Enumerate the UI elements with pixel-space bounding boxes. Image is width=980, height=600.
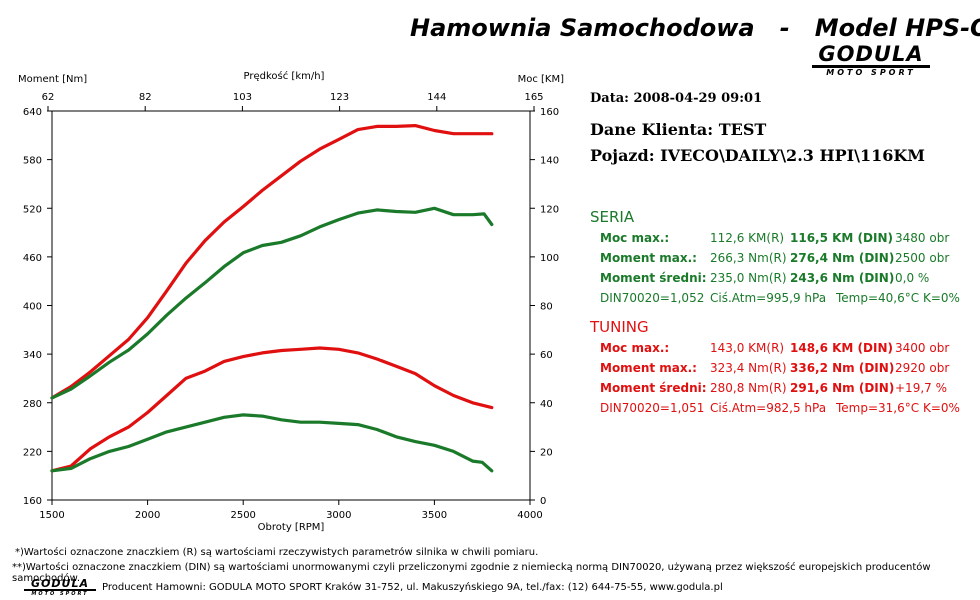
- y-right-tick-label: 140: [540, 156, 559, 167]
- tuning-torque-r: 323,4 Nm(R): [710, 361, 787, 375]
- footnote-din: **)Wartości oznaczone znaczkiem (DIN) są…: [12, 562, 931, 584]
- vehicle-name: Pojazd: IVECO\DAILY\2.3 HPI\116KM: [590, 146, 925, 165]
- y-left-tick-label: 460: [23, 253, 42, 264]
- seria-power-din: 116,5 KM (DIN): [790, 231, 893, 245]
- tuning-title: TUNING: [590, 318, 649, 336]
- seria-title: SERIA: [590, 208, 635, 226]
- x-tick-label: 4000: [517, 510, 542, 521]
- seria-power-label: Moc max.:: [600, 231, 670, 245]
- y-left-tick-label: 640: [23, 107, 42, 118]
- top-tick-label: 103: [233, 92, 252, 103]
- y-right-tick-label: 160: [540, 107, 559, 118]
- logo-sub: MOTO SPORT: [826, 68, 916, 77]
- tuning-torque-din: 336,2 Nm (DIN): [790, 361, 895, 375]
- godula-logo: GODULA MOTO SPORT: [812, 44, 930, 78]
- top-tick-label: 62: [42, 92, 55, 103]
- seria-torque-label: Moment max.:: [600, 251, 697, 265]
- tuning-power-line: [50, 346, 494, 473]
- seria-torque-r: 266,3 Nm(R): [710, 251, 787, 265]
- tuning-power-label: Moc max.:: [600, 341, 670, 355]
- seria-avg-din: 243,6 Nm (DIN): [790, 271, 895, 285]
- tuning-power-din: 148,6 KM (DIN): [790, 341, 893, 355]
- y-right-tick-label: 120: [540, 204, 559, 215]
- y-left-tick-label: 520: [23, 204, 42, 215]
- y-right-tick-label: 60: [540, 350, 553, 361]
- y-left-tick-label: 160: [23, 496, 42, 507]
- x-tick-label: 3000: [326, 510, 351, 521]
- producer-info: Producent Hamowni: GODULA MOTO SPORT Kra…: [102, 582, 723, 593]
- tuning-power-r: 143,0 KM(R): [710, 341, 785, 355]
- seria-din-factor: DIN70020=1,052: [600, 291, 705, 305]
- y-left-tick-label: 580: [23, 156, 42, 167]
- seria-avg-pct: 0,0 %: [895, 271, 930, 285]
- x-axis-label: Obroty [RPM]: [258, 522, 325, 533]
- top-tick-label: 123: [330, 92, 349, 103]
- test-date: Data: 2008-04-29 09:01: [590, 91, 763, 106]
- tuning-temp: Temp=31,6°C K=0%: [836, 401, 960, 415]
- tuning-atm: Ciś.Atm=982,5 hPa: [710, 401, 827, 415]
- seria-power-r: 112,6 KM(R): [710, 231, 785, 245]
- seria-avg-r: 235,0 Nm(R): [710, 271, 787, 285]
- y-right-tick-label: 100: [540, 253, 559, 264]
- tuning-din-factor: DIN70020=1,051: [600, 401, 705, 415]
- seria-temp: Temp=40,6°C K=0%: [836, 291, 960, 305]
- tuning-torque-rpm: 2920 obr: [895, 361, 950, 375]
- y-left-tick-label: 220: [23, 447, 42, 458]
- top-tick-label: 82: [139, 92, 152, 103]
- page-title: Hamownia Samochodowa - Model HPS-O: [410, 14, 980, 42]
- seria-torque-rpm: 2500 obr: [895, 251, 950, 265]
- tuning-power-rpm: 3400 obr: [895, 341, 950, 355]
- tuning-avg-r: 280,8 Nm(R): [710, 381, 787, 395]
- tuning-torque-label: Moment max.:: [600, 361, 697, 375]
- x-tick-label: 1500: [39, 510, 64, 521]
- seria-atm: Ciś.Atm=995,9 hPa: [710, 291, 827, 305]
- x-tick-label: 3500: [422, 510, 447, 521]
- top-tick-label: 144: [427, 92, 446, 103]
- x-tick-label: 2000: [135, 510, 160, 521]
- y-left-tick-label: 340: [23, 350, 42, 361]
- x-tick-label: 2500: [230, 510, 255, 521]
- logo-sub-small: MOTO SPORT: [31, 591, 89, 597]
- logo-brand: GODULA: [812, 44, 930, 68]
- seria-torque-line: [50, 206, 494, 400]
- y-right-tick-label: 80: [540, 302, 553, 313]
- y-right-tick-label: 40: [540, 399, 553, 410]
- tuning-torque-line: [50, 123, 494, 400]
- logo-brand-small: GODULA: [24, 578, 96, 591]
- godula-logo-small: GODULA MOTO SPORT: [24, 578, 96, 597]
- y-right-tick-label: 0: [540, 496, 546, 507]
- y-right-tick-label: 20: [540, 447, 553, 458]
- seria-power-line: [50, 413, 494, 473]
- y-right-axis-label: Moc [KM]: [518, 74, 565, 85]
- seria-power-rpm: 3480 obr: [895, 231, 950, 245]
- footnote-r: *)Wartości oznaczone znaczkiem (R) są wa…: [15, 547, 539, 558]
- top-axis-label: Prędkość [km/h]: [244, 70, 325, 82]
- tuning-avg-pct: +19,7 %: [895, 381, 947, 395]
- tuning-avg-din: 291,6 Nm (DIN): [790, 381, 895, 395]
- seria-torque-din: 276,4 Nm (DIN): [790, 251, 895, 265]
- top-tick-label: 165: [524, 92, 543, 103]
- y-left-tick-label: 280: [23, 399, 42, 410]
- tuning-avg-label: Moment średni:: [600, 381, 707, 395]
- series-layer: [50, 123, 494, 473]
- seria-avg-label: Moment średni:: [600, 271, 707, 285]
- y-left-tick-label: 400: [23, 302, 42, 313]
- client-name: Dane Klienta: TEST: [590, 120, 767, 139]
- y-left-axis-label: Moment [Nm]: [18, 74, 87, 85]
